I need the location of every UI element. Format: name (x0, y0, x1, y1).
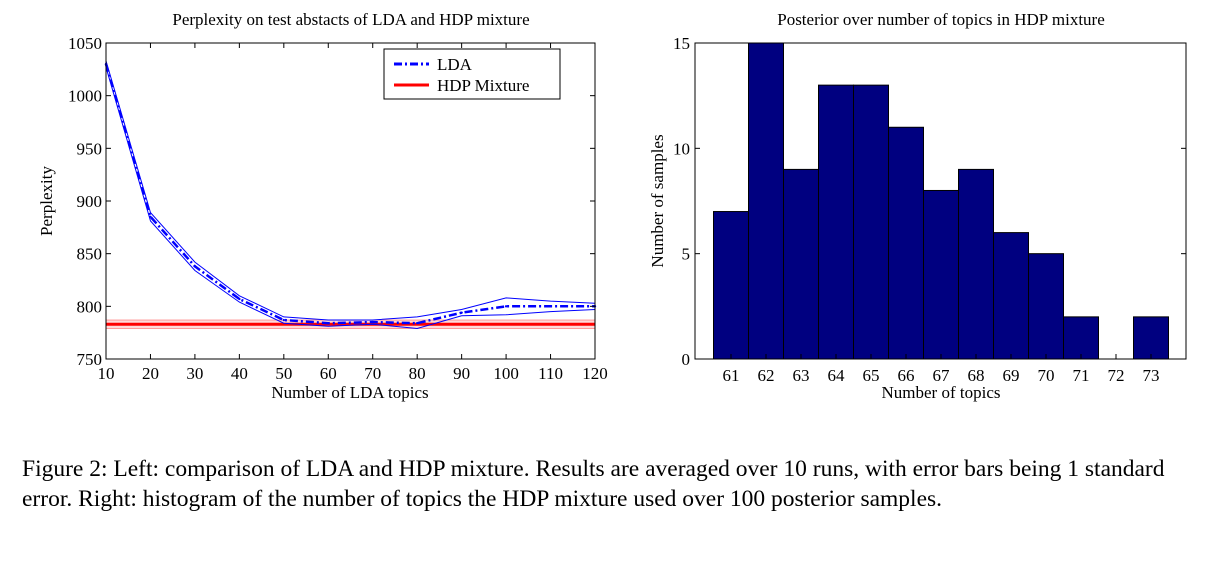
histogram-bar (783, 168, 819, 360)
perplexity-chart-title: Perplexity on test abstacts of LDA and H… (172, 10, 529, 29)
y-tick-label: 750 (77, 350, 103, 369)
caption-label: Figure 2: (22, 456, 108, 482)
histogram-bar (853, 84, 889, 360)
figure-caption: Figure 2: Left: comparison of LDA and HD… (22, 454, 1212, 514)
histogram-title: Posterior over number of topics in HDP m… (777, 10, 1105, 29)
lda-point (282, 318, 286, 322)
x-tick-label: 50 (275, 364, 292, 383)
x-tick-label: 73 (1143, 366, 1160, 385)
y-tick-label: 1050 (68, 34, 102, 53)
lda-point (460, 311, 463, 314)
lda-point (238, 297, 241, 301)
lda-mean-line (104, 63, 595, 325)
x-tick-label: 68 (968, 366, 985, 385)
x-tick-label: 120 (582, 364, 608, 383)
x-tick-label: 63 (793, 366, 810, 385)
perplexity-plot-area (104, 60, 597, 330)
histogram-y-axis-label: Number of samples (648, 134, 667, 267)
lda-point (504, 305, 508, 308)
x-tick-label: 66 (898, 366, 915, 385)
histogram-y-ticks: 0 5 10 15 (673, 34, 1186, 369)
lda-lower-error-line (105, 67, 596, 330)
legend-lda-label: LDA (437, 55, 473, 74)
perplexity-chart: Perplexity on test abstacts of LDA and H… (37, 10, 608, 402)
x-tick-label: 70 (364, 364, 381, 383)
y-tick-label: 5 (682, 245, 691, 264)
x-tick-label: 61 (723, 366, 740, 385)
lda-point (371, 320, 374, 324)
x-tick-label: 10 (98, 364, 115, 383)
lda-point (415, 321, 419, 325)
perplexity-legend[interactable]: LDA HDP Mixture (383, 48, 561, 100)
histogram-bar (923, 189, 959, 360)
y-tick-label: 900 (77, 192, 103, 211)
perplexity-x-axis-label: Number of LDA topics (271, 383, 428, 402)
figure: Perplexity on test abstacts of LDA and H… (37, 10, 1187, 402)
legend-hdp-label: HDP Mixture (437, 76, 529, 95)
histogram-bar (818, 84, 854, 360)
histogram-bar (958, 168, 994, 360)
legend-box (383, 48, 561, 100)
x-tick-label: 100 (493, 364, 519, 383)
histogram-bars (713, 42, 1169, 360)
histogram-bar (748, 42, 784, 360)
perplexity-x-ticks: 10 20 30 40 50 60 70 80 90 100 110 120 (98, 43, 608, 383)
histogram-x-ticks: 61 62 63 64 65 66 67 68 69 70 71 72 73 (723, 354, 1160, 385)
histogram-bar (1063, 316, 1099, 360)
y-tick-label: 950 (77, 139, 103, 158)
x-tick-label: 71 (1073, 366, 1090, 385)
y-tick-label: 0 (682, 350, 691, 369)
y-tick-label: 1000 (68, 87, 102, 106)
x-tick-label: 20 (142, 364, 159, 383)
histogram-bar (888, 126, 924, 360)
lda-point (149, 215, 152, 218)
x-tick-label: 65 (863, 366, 880, 385)
lda-point (549, 305, 552, 308)
lda-point (327, 321, 330, 325)
x-tick-label: 70 (1038, 366, 1055, 385)
caption-text: Left: comparison of LDA and HDP mixture.… (22, 456, 1165, 512)
lda-upper-error-line (105, 60, 596, 321)
histogram-bar (1133, 316, 1169, 360)
x-tick-label: 64 (828, 366, 846, 385)
lda-point (193, 265, 197, 268)
y-tick-label: 800 (77, 297, 103, 316)
y-tick-label: 15 (673, 34, 690, 53)
x-tick-label: 110 (538, 364, 563, 383)
histogram-bar (713, 211, 749, 360)
histogram-bar (993, 232, 1029, 360)
x-tick-label: 40 (231, 364, 248, 383)
x-tick-label: 69 (1003, 366, 1020, 385)
histogram-x-axis-label: Number of topics (882, 383, 1001, 402)
x-tick-label: 72 (1108, 366, 1125, 385)
x-tick-label: 62 (758, 366, 775, 385)
x-tick-label: 60 (320, 364, 337, 383)
y-tick-label: 850 (77, 245, 103, 264)
x-tick-label: 80 (409, 364, 426, 383)
perplexity-y-axis-label: Perplexity (37, 166, 56, 236)
x-tick-label: 30 (186, 364, 203, 383)
perplexity-y-ticks: 750 800 850 900 950 1000 1050 (68, 34, 595, 369)
x-tick-label: 67 (933, 366, 951, 385)
histogram-bar (1028, 253, 1064, 360)
y-tick-label: 10 (673, 139, 690, 158)
x-tick-label: 90 (453, 364, 470, 383)
topics-histogram: Posterior over number of topics in HDP m… (648, 10, 1187, 402)
